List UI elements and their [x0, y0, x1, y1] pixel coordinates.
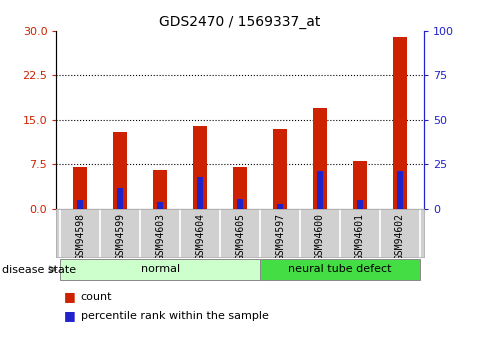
Bar [153, 170, 167, 209]
Bar [393, 37, 407, 209]
Bar [77, 200, 83, 209]
Bar [113, 132, 127, 209]
Bar [197, 177, 203, 209]
Bar [74, 167, 87, 209]
Title: GDS2470 / 1569337_at: GDS2470 / 1569337_at [159, 14, 321, 29]
Bar [60, 259, 260, 280]
Text: GSM94602: GSM94602 [395, 213, 405, 259]
Text: ■: ■ [64, 309, 75, 322]
Text: percentile rank within the sample: percentile rank within the sample [81, 311, 269, 321]
Text: GSM94599: GSM94599 [115, 213, 125, 259]
Bar [273, 129, 287, 209]
Text: GSM94600: GSM94600 [315, 213, 325, 259]
Text: neural tube defect: neural tube defect [288, 264, 392, 274]
Bar [117, 188, 123, 209]
Bar [157, 201, 163, 209]
Bar [397, 170, 403, 209]
Text: GSM94605: GSM94605 [235, 213, 245, 259]
Text: normal: normal [141, 264, 180, 274]
Bar [233, 167, 247, 209]
Bar [260, 259, 420, 280]
Text: GSM94604: GSM94604 [195, 213, 205, 259]
Bar [237, 199, 243, 209]
Text: GSM94601: GSM94601 [355, 213, 365, 259]
Text: ■: ■ [64, 290, 75, 303]
Text: count: count [81, 292, 112, 302]
Text: GSM94603: GSM94603 [155, 213, 165, 259]
Bar [357, 200, 363, 209]
Bar [353, 161, 367, 209]
Text: GSM94598: GSM94598 [75, 213, 85, 259]
Text: GSM94597: GSM94597 [275, 213, 285, 259]
Text: disease state: disease state [2, 265, 76, 275]
Bar [193, 126, 207, 209]
Bar [313, 108, 327, 209]
Bar [317, 170, 323, 209]
Bar [277, 204, 283, 209]
